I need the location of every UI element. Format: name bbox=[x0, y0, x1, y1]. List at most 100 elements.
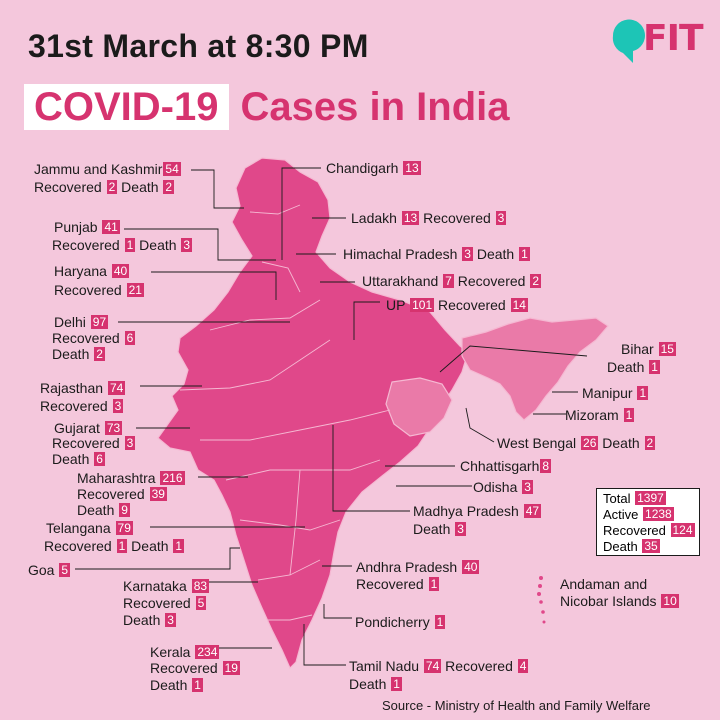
state-name: Chhattisgarh bbox=[460, 458, 540, 474]
state-name: Andhra Pradesh bbox=[356, 559, 458, 575]
label-kerala-recovered: Recovered 19 bbox=[150, 659, 240, 677]
east-region bbox=[385, 377, 453, 437]
label-kerala-death: Death 1 bbox=[150, 676, 203, 694]
page-title: COVID-19 Cases in India bbox=[24, 82, 509, 132]
death-badge: 35 bbox=[642, 539, 660, 553]
death-label: Death bbox=[150, 677, 188, 693]
recovered-badge: 1 bbox=[116, 539, 128, 553]
death-label: Death bbox=[77, 502, 115, 518]
state-name: Telangana bbox=[46, 520, 111, 536]
label-telangana-stats: Recovered 1 Death 1 bbox=[44, 537, 185, 555]
recovered-label: Recovered bbox=[44, 538, 112, 554]
state-name: Andaman and bbox=[560, 576, 648, 592]
label-himachal-pradesh: Himachal Pradesh 3 Death 1 bbox=[343, 245, 530, 263]
cases-badge: 3 bbox=[522, 480, 533, 494]
label-bihar: Bihar 15 bbox=[621, 340, 676, 358]
death-badge: 2 bbox=[94, 347, 105, 361]
label-haryana: Haryana 40 bbox=[54, 262, 130, 280]
state-name: Punjab bbox=[54, 219, 98, 235]
india-mainland bbox=[157, 157, 469, 670]
label-delhi-death: Death 2 bbox=[52, 345, 105, 363]
death-badge: 3 bbox=[181, 238, 193, 252]
state-name: UP bbox=[386, 297, 406, 313]
label-ladakh: Ladakh 13 Recovered 3 bbox=[351, 209, 507, 227]
cases-badge: 74 bbox=[423, 659, 442, 673]
label-andhra-pradesh: Andhra Pradesh 40 bbox=[356, 558, 480, 576]
northeast-region bbox=[461, 317, 609, 421]
recovered-label: Recovered bbox=[150, 660, 218, 676]
label-uttarakhand: Uttarakhand 7 Recovered 2 bbox=[362, 272, 542, 290]
cases-badge: 216 bbox=[160, 471, 185, 485]
recovered-label: Recovered bbox=[356, 576, 424, 592]
state-name: Karnataka bbox=[123, 578, 187, 594]
recovered-badge: 39 bbox=[149, 487, 167, 501]
cases-badge: 13 bbox=[403, 161, 421, 175]
cases-badge: 74 bbox=[107, 381, 126, 395]
recovered-badge: 14 bbox=[510, 298, 528, 312]
label-bihar-stats: Death 1 bbox=[607, 358, 660, 376]
cases-badge: 10 bbox=[661, 594, 679, 608]
recovered-badge: 21 bbox=[126, 283, 144, 297]
recovered-badge: 4 bbox=[517, 659, 529, 673]
recovered-badge: 124 bbox=[670, 523, 695, 537]
death-badge: 6 bbox=[94, 452, 105, 466]
death-badge: 1 bbox=[391, 677, 402, 691]
death-badge: 1 bbox=[649, 360, 660, 374]
label-maharashtra-recovered: Recovered 39 bbox=[77, 485, 167, 503]
recovered-badge: 3 bbox=[124, 436, 136, 450]
title-highlight: COVID-19 bbox=[24, 84, 229, 130]
cases-badge: 101 bbox=[410, 298, 435, 312]
state-name: Bihar bbox=[621, 341, 654, 357]
totals-recovered: Recovered 124 bbox=[603, 523, 695, 538]
totals-total: Total 1397 bbox=[603, 491, 666, 506]
state-name: Haryana bbox=[54, 263, 107, 279]
death-label: Death bbox=[607, 359, 645, 375]
death-badge: 1 bbox=[192, 678, 203, 692]
cases-badge: 83 bbox=[191, 579, 210, 593]
speech-bubble-icon bbox=[612, 19, 645, 63]
title-text: Cases in India bbox=[240, 85, 510, 129]
cases-badge: 73 bbox=[104, 421, 123, 435]
label-punjab: Punjab 41 bbox=[54, 218, 120, 236]
state-name: Chandigarh bbox=[326, 160, 399, 176]
death-label: Death bbox=[121, 179, 159, 195]
state-name: Ladakh bbox=[351, 210, 397, 226]
state-name: Tamil Nadu bbox=[349, 658, 420, 674]
source-credit: Source - Ministry of Health and Family W… bbox=[382, 698, 651, 713]
label-karnataka-recovered: Recovered 5 bbox=[123, 594, 207, 612]
label-chandigarh: Chandigarh 13 bbox=[326, 159, 421, 177]
recovered-label: Recovered bbox=[438, 297, 506, 313]
death-label: Death bbox=[52, 346, 90, 362]
recovered-label: Recovered bbox=[52, 330, 120, 346]
label-andaman-nicobar-line2: Nicobar Islands 10 bbox=[560, 592, 679, 610]
label-maharashtra: Maharashtra 216 bbox=[77, 469, 185, 487]
cases-badge: 40 bbox=[111, 264, 130, 278]
death-label: Death bbox=[413, 521, 451, 537]
death-badge: 3 bbox=[455, 522, 466, 536]
state-name: Manipur bbox=[582, 385, 633, 401]
cases-badge: 1 bbox=[623, 408, 635, 422]
death-badge: 1 bbox=[519, 247, 530, 261]
label-madhya-pradesh: Madhya Pradesh 47 bbox=[413, 502, 542, 520]
totals-box: Total 1397 Active 1238 Recovered 124 Dea… bbox=[596, 488, 700, 556]
active-badge: 1238 bbox=[643, 507, 674, 521]
recovered-label: Recovered bbox=[457, 273, 526, 289]
death-badge: 2 bbox=[163, 180, 175, 194]
label-jammu-kashmir-stats: Recovered 2 Death 2 bbox=[34, 178, 175, 196]
state-name: Rajasthan bbox=[40, 380, 104, 396]
cases-badge: 79 bbox=[115, 521, 133, 535]
death-badge: 1 bbox=[173, 539, 185, 553]
recovered-label: Recovered bbox=[77, 486, 145, 502]
death-label: Death bbox=[131, 538, 169, 554]
death-label: Death bbox=[602, 435, 640, 451]
state-name: Odisha bbox=[473, 479, 518, 495]
label-rajasthan-stats: Recovered 3 bbox=[40, 397, 124, 415]
recovered-badge: 2 bbox=[530, 274, 542, 288]
label-jammu-kashmir: Jammu and Kashmir 54 bbox=[34, 160, 181, 178]
state-name: Uttarakhand bbox=[362, 273, 439, 289]
state-name: Mizoram bbox=[565, 407, 619, 423]
state-name: Goa bbox=[28, 562, 55, 578]
label-gujarat-recovered: Recovered 3 bbox=[52, 434, 136, 452]
fit-logo: FIT bbox=[607, 12, 704, 72]
